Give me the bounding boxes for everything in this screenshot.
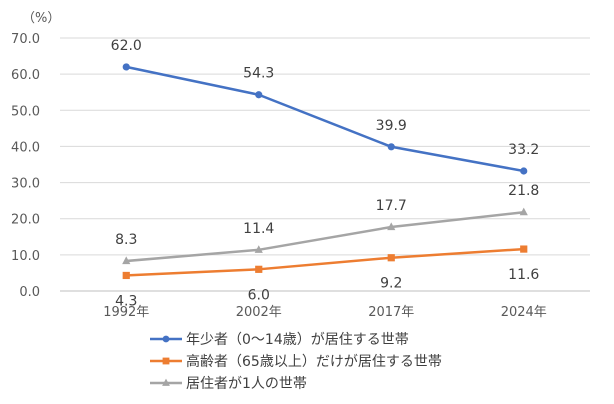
series-0-data-label: 62.0 (111, 38, 142, 54)
y-tick-label: 50.0 (11, 104, 40, 119)
series-0-point (387, 143, 395, 151)
legend-label-1: 高齢者（65歳以上）だけが居住する世帯 (186, 353, 442, 370)
series-0-data-label: 33.2 (508, 142, 539, 158)
x-tick-label: 2017年 (368, 305, 414, 320)
legend-marker-0 (162, 335, 170, 343)
series-line-2 (126, 210, 524, 263)
series-1-data-label: 9.2 (380, 276, 402, 292)
y-unit-label: （%） (22, 11, 60, 26)
series-0-data-label: 54.3 (243, 66, 274, 82)
series-2-point (387, 222, 396, 231)
y-tick-label: 30.0 (11, 177, 40, 192)
x-tick-label: 2002年 (236, 305, 282, 320)
y-tick-label: 10.0 (11, 249, 40, 264)
series-0-point (520, 167, 528, 175)
series-2-point (122, 256, 131, 265)
series-1-point (122, 271, 130, 280)
series-1-data-label: 6.0 (248, 287, 270, 303)
x-tick-label: 1992年 (103, 305, 149, 320)
series-2-point (254, 245, 263, 253)
series-2-data-label: 17.7 (376, 198, 407, 214)
series-0-point (122, 63, 130, 71)
legend-label-2: 居住者が1人の世帯 (186, 376, 307, 392)
legend: 年少者（0～14歳）が居住する世帯高齢者（65歳以上）だけが居住する世帯居住者が… (150, 332, 442, 392)
y-tick-label: 0.0 (19, 285, 40, 300)
series-2-data-label: 21.8 (508, 183, 539, 199)
data-labels: 62.0 54.3 39.9 33.2 4.3 6.0 9.2 11.6 8.3 11.4 17.7… (111, 38, 540, 310)
y-tick-label: 70.0 (11, 32, 40, 47)
legend-marker-2 (162, 378, 170, 386)
series-1-point (520, 245, 528, 253)
series-2-data-label: 8.3 (115, 232, 137, 248)
series-1-point (255, 265, 263, 273)
series-2-point (519, 207, 528, 216)
y-tick-label: 60.0 (11, 68, 40, 83)
series-1-data-label: 11.6 (508, 267, 539, 283)
series-0-data-label: 39.9 (376, 118, 407, 134)
series-line-0 (125, 65, 524, 173)
series-1-data-label: 4.3 (115, 293, 137, 309)
y-tick-label: 20.0 (11, 213, 40, 228)
series-2-data-label: 11.4 (243, 221, 274, 237)
y-tick-label: 40.0 (11, 140, 40, 155)
series-1-point (387, 254, 395, 262)
axes: （%） 0.0 10.0 20.0 30.0 40.0 50.0 60.0 70.0 1992年 2… (11, 11, 590, 320)
series-0-point (255, 91, 263, 99)
legend-label-0: 年少者（0～14歳）が居住する世帯 (186, 332, 409, 348)
series-line-1 (126, 247, 524, 277)
gridlines (60, 37, 590, 256)
series-lines (122, 63, 528, 280)
x-tick-label: 2024年 (501, 305, 547, 320)
legend-marker-1 (162, 357, 170, 365)
